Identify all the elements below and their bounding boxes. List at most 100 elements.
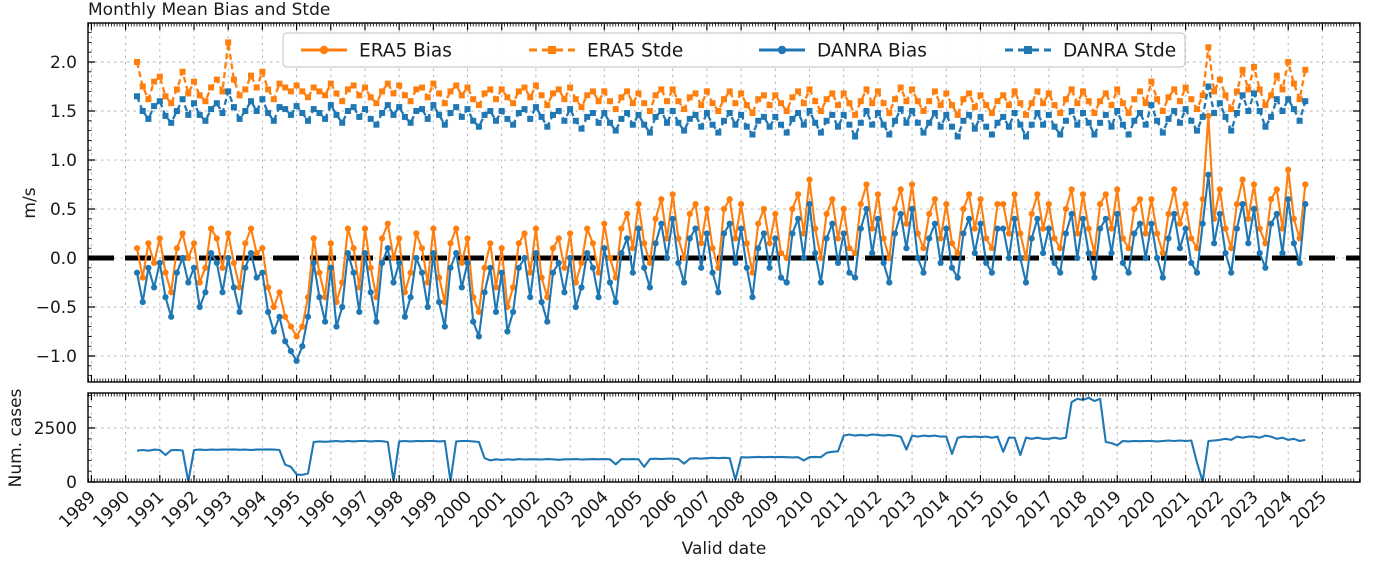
marker-square	[1023, 111, 1029, 118]
marker-circle	[1296, 259, 1303, 266]
marker-circle	[179, 254, 186, 262]
marker-square	[458, 92, 465, 99]
marker-circle	[806, 201, 813, 208]
marker-circle	[356, 308, 363, 315]
marker-square	[225, 88, 232, 95]
marker-square	[937, 123, 944, 130]
axis-ticks	[88, 393, 1360, 483]
marker-circle	[646, 284, 654, 291]
marker-square	[401, 113, 408, 120]
marker-square	[1034, 110, 1041, 116]
marker-square	[726, 88, 733, 95]
marker-circle	[236, 284, 243, 291]
marker-square	[510, 121, 517, 128]
marker-square	[532, 104, 539, 111]
marker-square	[305, 94, 311, 101]
marker-square	[1165, 115, 1172, 122]
x-tick-labels: 1989199019911992199319941995199619971998…	[55, 487, 1331, 532]
marker-circle	[316, 269, 323, 276]
marker-circle	[407, 269, 414, 276]
marker-circle	[1199, 220, 1206, 227]
y-tick-label: 2500	[34, 419, 77, 439]
marker-circle	[755, 220, 762, 227]
x-tick-label: 2023	[1218, 487, 1263, 532]
marker-circle	[1159, 274, 1166, 281]
marker-circle	[1005, 254, 1013, 262]
marker-square	[1194, 127, 1200, 134]
marker-square	[356, 113, 363, 120]
marker-circle	[458, 284, 465, 291]
y-axis-label-bottom: Num. cases	[6, 388, 26, 488]
legend-item-danra-stde: DANRA Stde	[1005, 41, 1176, 62]
marker-square	[652, 92, 659, 99]
x-tick-label: 2006	[637, 487, 682, 532]
x-tick-label: 2010	[773, 487, 818, 532]
marker-square	[698, 123, 705, 130]
marker-circle	[156, 259, 163, 266]
marker-square	[646, 108, 653, 114]
x-tick-label: 2008	[705, 487, 750, 532]
marker-circle	[1176, 245, 1183, 252]
y-tick-label: 0.0	[50, 249, 77, 269]
marker-square	[1137, 110, 1143, 116]
marker-circle	[738, 225, 745, 232]
marker-square	[1062, 96, 1069, 103]
marker-circle	[418, 245, 426, 252]
marker-circle	[1125, 269, 1132, 276]
marker-circle	[1074, 230, 1081, 237]
marker-circle	[1205, 171, 1212, 178]
marker-circle	[646, 259, 654, 266]
marker-circle	[863, 205, 870, 213]
marker-circle	[208, 225, 215, 232]
marker-circle	[173, 269, 180, 276]
marker-square	[806, 86, 813, 93]
marker-square	[772, 113, 779, 120]
marker-circle	[145, 264, 152, 271]
marker-circle	[1154, 230, 1161, 237]
x-tick-label: 1989	[55, 487, 100, 532]
marker-circle	[293, 357, 300, 364]
marker-circle	[777, 250, 785, 257]
marker-square	[538, 92, 545, 99]
minor-ticks	[88, 393, 1360, 482]
marker-circle	[265, 308, 272, 315]
marker-square	[236, 92, 243, 99]
marker-square	[270, 117, 277, 124]
marker-circle	[852, 274, 859, 281]
marker-square	[333, 90, 340, 97]
marker-square	[874, 110, 881, 116]
marker-circle	[396, 259, 403, 266]
marker-square	[669, 108, 676, 114]
marker-circle	[1245, 215, 1252, 222]
marker-circle	[202, 264, 209, 271]
series-era5-bias	[133, 112, 1309, 340]
marker-circle	[720, 205, 728, 213]
marker-circle	[1022, 279, 1030, 286]
marker-circle	[504, 328, 511, 335]
marker-square	[168, 100, 175, 107]
marker-square	[219, 110, 226, 116]
marker-square	[276, 104, 283, 111]
marker-circle	[1222, 225, 1229, 232]
marker-square	[287, 88, 294, 95]
marker-circle	[344, 250, 351, 257]
marker-circle	[914, 254, 921, 262]
marker-square	[601, 110, 608, 116]
marker-circle	[726, 196, 733, 203]
marker-square	[886, 110, 893, 116]
marker-circle	[709, 269, 716, 276]
marker-circle	[988, 269, 996, 276]
marker-square	[1228, 127, 1235, 134]
marker-circle	[219, 264, 226, 271]
marker-circle	[937, 259, 944, 266]
marker-circle	[481, 264, 488, 271]
marker-square	[1245, 108, 1252, 114]
marker-square	[259, 68, 266, 75]
marker-circle	[447, 240, 454, 247]
marker-square	[1228, 106, 1235, 113]
marker-circle	[498, 269, 505, 276]
marker-square	[1279, 108, 1286, 114]
marker-square	[778, 100, 784, 107]
marker-square	[892, 117, 898, 124]
marker-square	[1034, 88, 1041, 95]
